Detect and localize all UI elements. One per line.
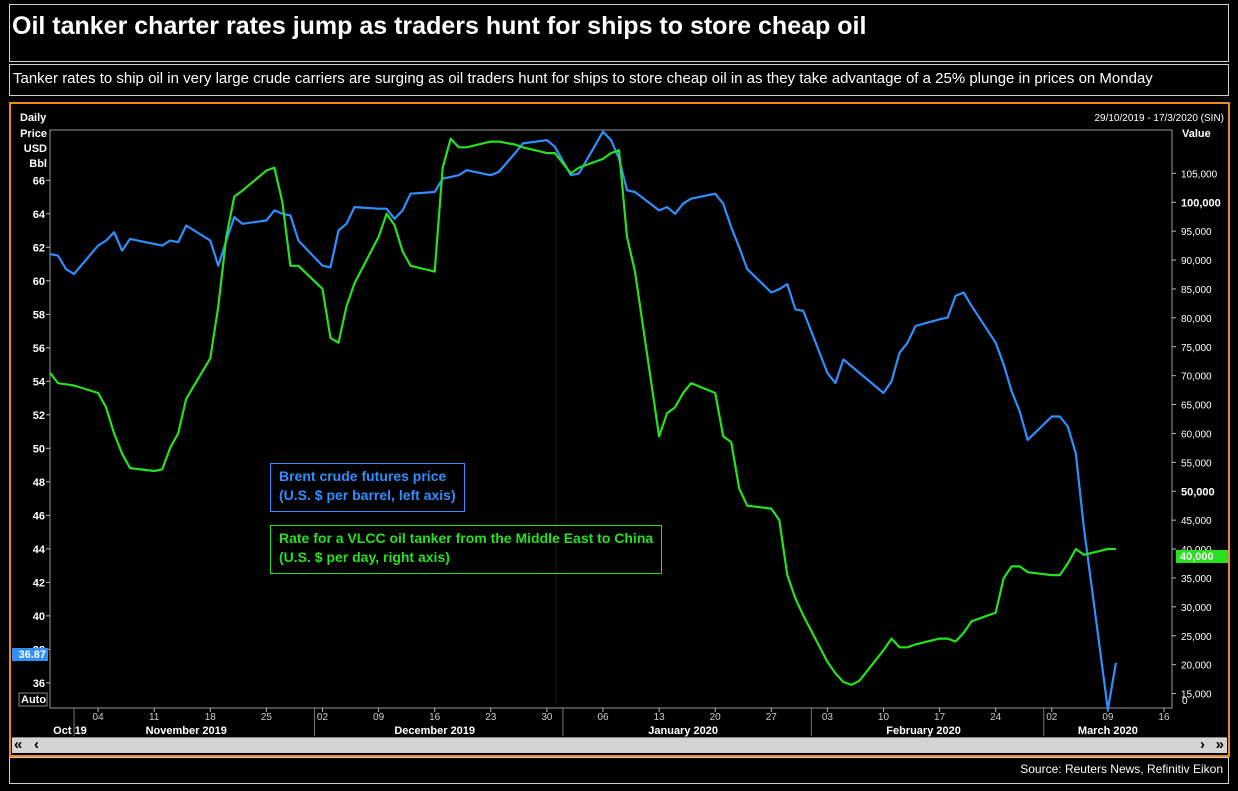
right-tick-label: 50,000 bbox=[1181, 486, 1215, 498]
source-label: Source: Reuters News, Refinitiv Eikon bbox=[1020, 762, 1223, 776]
right-tick-label: 60,000 bbox=[1181, 429, 1212, 440]
x-tick-label: 09 bbox=[1102, 712, 1114, 723]
axes-group: 3638404244464850525456586062646615,00020… bbox=[33, 129, 1221, 737]
x-tick-label: 02 bbox=[1046, 712, 1058, 723]
series-line-vlcc bbox=[49, 137, 1116, 687]
x-tick-label: 18 bbox=[205, 712, 217, 723]
brent-last-value-box bbox=[12, 648, 48, 661]
x-month-label: February 2020 bbox=[886, 725, 961, 737]
right-axis-label: Value bbox=[1182, 128, 1211, 140]
left-tick-label: 54 bbox=[33, 376, 46, 388]
vlcc-last-value-box bbox=[1176, 550, 1228, 563]
left-axis-label-line-1: Price bbox=[20, 128, 47, 140]
x-month-label: March 2020 bbox=[1078, 725, 1138, 737]
chart-frame bbox=[9, 102, 1230, 757]
scrollbar[interactable]: « ‹ › » bbox=[12, 736, 1227, 753]
right-tick-label: 95,000 bbox=[1181, 227, 1212, 238]
scroll-back-button[interactable]: ‹ bbox=[34, 736, 39, 753]
right-tick-label: 90,000 bbox=[1181, 256, 1212, 267]
auto-button-label[interactable]: Auto bbox=[21, 694, 46, 706]
left-tick-label: 64 bbox=[33, 209, 46, 221]
x-tick-label: 16 bbox=[1158, 712, 1170, 723]
chart-subtitle: Tanker rates to ship oil in very large c… bbox=[13, 70, 1153, 87]
x-tick-label: 11 bbox=[149, 712, 160, 723]
legend-brent: Brent crude futures price (U.S. $ per ba… bbox=[270, 463, 465, 512]
left-tick-label: 46 bbox=[33, 510, 45, 522]
frequency-label: Daily bbox=[20, 112, 47, 124]
date-range-label: 29/10/2019 - 17/3/2020 (SIN) bbox=[1094, 113, 1224, 124]
x-tick-label: 23 bbox=[485, 712, 497, 723]
legend-vlcc-line-2: (U.S. $ per day, right axis) bbox=[279, 549, 450, 565]
scroll-forward-button[interactable]: › bbox=[1200, 736, 1205, 753]
auto-button-box[interactable] bbox=[18, 692, 48, 707]
title-box: Oil tanker charter rates jump as traders… bbox=[9, 4, 1229, 62]
right-tick-label: 65,000 bbox=[1181, 401, 1212, 412]
left-tick-label: 52 bbox=[33, 410, 45, 422]
right-tick-label: 70,000 bbox=[1181, 372, 1212, 383]
left-tick-label: 56 bbox=[33, 343, 45, 355]
right-tick-label: 30,000 bbox=[1181, 603, 1212, 614]
left-tick-label: 48 bbox=[33, 477, 45, 489]
x-tick-label: 24 bbox=[990, 712, 1002, 723]
right-tick-label: 55,000 bbox=[1181, 458, 1212, 469]
left-tick-label: 36 bbox=[33, 678, 45, 690]
chart-title: Oil tanker charter rates jump as traders… bbox=[12, 12, 867, 40]
brent-last-value-label: 36.87 bbox=[18, 649, 46, 661]
x-tick-label: 25 bbox=[261, 712, 273, 723]
right-tick-label: 25,000 bbox=[1181, 632, 1212, 643]
left-tick-label: 44 bbox=[33, 544, 46, 556]
left-tick-label: 62 bbox=[33, 242, 45, 254]
right-tick-label: 105,000 bbox=[1181, 169, 1218, 180]
left-tick-label: 40 bbox=[33, 611, 45, 623]
series-line-brent bbox=[49, 130, 1117, 711]
scroll-fast-back-button[interactable]: « bbox=[14, 736, 23, 753]
x-tick-label: 16 bbox=[429, 712, 441, 723]
vlcc-last-value-label: 40,000 bbox=[1180, 551, 1214, 563]
left-axis-label-line-3: Bbl bbox=[29, 158, 47, 170]
x-tick-label: 20 bbox=[710, 712, 722, 723]
series-group bbox=[49, 130, 1117, 711]
left-tick-label: 66 bbox=[33, 175, 45, 187]
x-tick-label: 04 bbox=[93, 712, 105, 723]
x-tick-label: 03 bbox=[822, 712, 834, 723]
subtitle-box: Tanker rates to ship oil in very large c… bbox=[9, 64, 1229, 96]
x-month-label: Oct 19 bbox=[53, 725, 87, 737]
left-tick-label: 50 bbox=[33, 443, 45, 455]
x-tick-label: 09 bbox=[373, 712, 385, 723]
x-tick-label: 13 bbox=[654, 712, 666, 723]
plot-area-border bbox=[49, 129, 1173, 709]
left-tick-label: 60 bbox=[33, 276, 45, 288]
legend-brent-line-1: Brent crude futures price bbox=[279, 468, 447, 484]
right-tick-label: 75,000 bbox=[1181, 343, 1212, 354]
right-tick-label: 85,000 bbox=[1181, 285, 1212, 296]
left-tick-label: 58 bbox=[33, 309, 45, 321]
legend-vlcc-line-1: Rate for a VLCC oil tanker from the Midd… bbox=[279, 530, 654, 546]
x-month-label: January 2020 bbox=[648, 725, 718, 737]
right-tick-label: 45,000 bbox=[1181, 516, 1212, 527]
x-tick-label: 30 bbox=[541, 712, 553, 723]
x-tick-label: 27 bbox=[766, 712, 778, 723]
x-tick-label: 10 bbox=[878, 712, 890, 723]
legend-vlcc: Rate for a VLCC oil tanker from the Midd… bbox=[270, 525, 663, 574]
right-tick-label: 35,000 bbox=[1181, 574, 1212, 585]
right-tick-label: 15,000 bbox=[1181, 690, 1212, 701]
x-month-label: December 2019 bbox=[394, 725, 475, 737]
x-tick-label: 06 bbox=[597, 712, 609, 723]
x-tick-label: 02 bbox=[317, 712, 329, 723]
footer-box: Source: Reuters News, Refinitiv Eikon bbox=[9, 757, 1229, 784]
right-axis-zero-label: 0 bbox=[1182, 696, 1188, 707]
right-tick-label: 20,000 bbox=[1181, 661, 1212, 672]
right-tick-label: 100,000 bbox=[1181, 197, 1221, 209]
scroll-fast-forward-button[interactable]: » bbox=[1215, 736, 1224, 753]
legend-brent-line-2: (U.S. $ per barrel, left axis) bbox=[279, 487, 456, 503]
left-tick-label: 42 bbox=[33, 577, 45, 589]
left-axis-label-line-2: USD bbox=[24, 143, 47, 155]
right-tick-label: 80,000 bbox=[1181, 314, 1212, 325]
x-month-label: November 2019 bbox=[146, 725, 227, 737]
x-tick-label: 17 bbox=[934, 712, 946, 723]
